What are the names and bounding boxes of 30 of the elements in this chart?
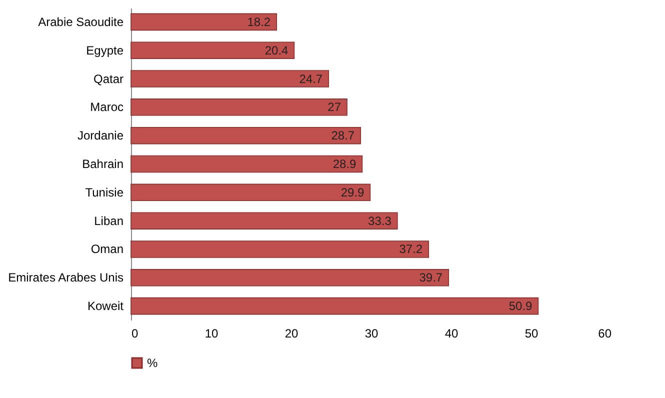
y-tick-label: Tunisie bbox=[85, 185, 124, 200]
y-tick-label: Egypte bbox=[86, 43, 124, 58]
y-tick-label: Arabie Saoudite bbox=[38, 14, 124, 29]
data-label: 28.9 bbox=[332, 157, 357, 171]
data-label: 27 bbox=[328, 100, 342, 114]
y-tick-label: Maroc bbox=[90, 100, 124, 114]
data-label: 50.9 bbox=[508, 299, 533, 314]
x-tick-label: 20 bbox=[284, 326, 298, 340]
y-tick-label: Liban bbox=[94, 214, 124, 228]
data-label: 18.2 bbox=[247, 14, 271, 29]
y-tick-label: Jordanie bbox=[77, 128, 124, 143]
data-label: 24.7 bbox=[299, 72, 323, 86]
data-label: 33.3 bbox=[368, 214, 392, 228]
y-tick-label: Qatar bbox=[93, 72, 124, 86]
x-tick-label: 10 bbox=[204, 326, 218, 340]
y-tick-label: Oman bbox=[90, 242, 124, 256]
legend-label: % bbox=[147, 356, 158, 370]
x-tick-label: 40 bbox=[444, 326, 458, 340]
data-label: 20.4 bbox=[264, 43, 289, 58]
data-label: 28.7 bbox=[331, 128, 355, 143]
data-label: 37.2 bbox=[399, 242, 423, 256]
x-tick-label: 0 bbox=[132, 326, 138, 340]
y-tick-label: Emirates Arabes Unis bbox=[8, 270, 124, 285]
data-label: 39.7 bbox=[419, 270, 443, 285]
y-tick-label: Koweit bbox=[87, 299, 124, 314]
y-tick-label: Bahrain bbox=[82, 157, 124, 171]
x-tick-label: 30 bbox=[364, 326, 378, 340]
data-label: 29.9 bbox=[340, 185, 365, 200]
x-tick-label: 60 bbox=[598, 326, 612, 340]
x-tick-label: 50 bbox=[524, 326, 538, 340]
